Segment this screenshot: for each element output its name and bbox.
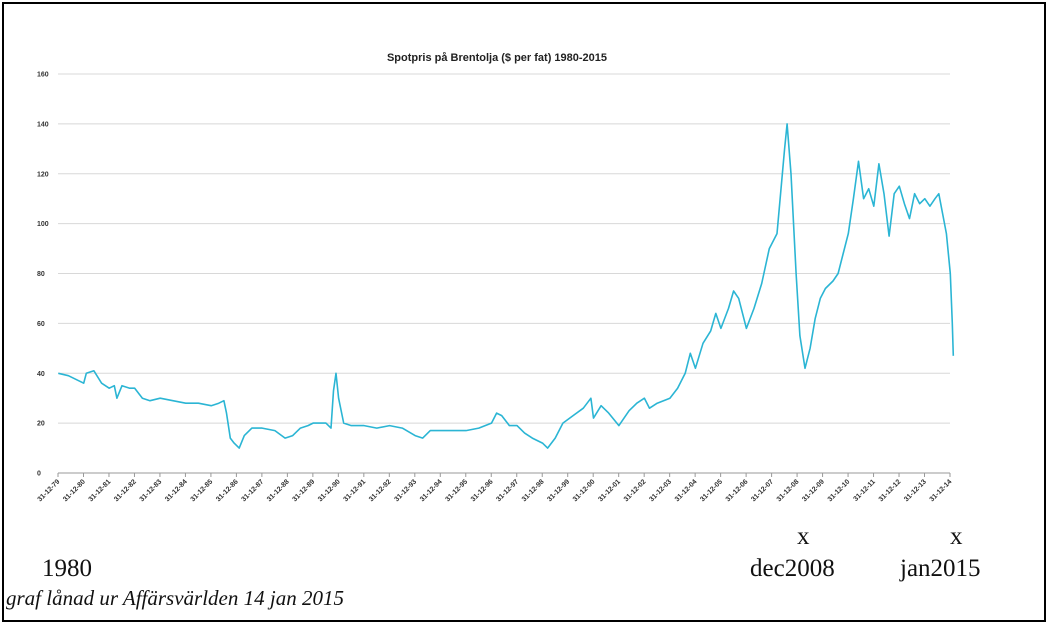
x-tick-label: 31-12-95 — [444, 478, 469, 503]
marker-1: x — [797, 523, 810, 550]
series-line-brent — [58, 123, 955, 449]
y-tick-label: 140 — [37, 121, 49, 128]
x-tick-label: 31-12-07 — [750, 478, 775, 503]
x-tick-label: 31-12-92 — [368, 478, 393, 503]
y-tick-label: 0 — [37, 471, 41, 478]
x-tick-label: 31-12-86 — [215, 478, 240, 503]
x-tick-label: 31-12-04 — [674, 478, 699, 503]
x-tick-label: 31-12-01 — [597, 478, 622, 503]
x-tick-label: 31-12-89 — [292, 478, 317, 503]
x-tick-label: 31-12-02 — [623, 478, 648, 503]
chart-title: Spotpris på Brentolja ($ per fat) 1980-2… — [387, 52, 607, 64]
x-tick-label: 31-12-03 — [648, 478, 673, 503]
x-tick-label: 31-12-06 — [725, 478, 750, 503]
x-tick-label: 31-12-14 — [929, 478, 954, 503]
x-tick-label: 31-12-79 — [37, 478, 62, 503]
marker-2-label: jan2015 — [900, 555, 981, 582]
x-tick-label: 31-12-00 — [572, 478, 597, 503]
grid-layer — [58, 73, 950, 474]
x-tick-label: 31-12-13 — [903, 478, 928, 503]
axis-layer — [57, 473, 951, 477]
x-tick-label: 31-12-87 — [241, 478, 266, 503]
x-tick-label: 31-12-97 — [495, 478, 520, 503]
x-tick-label: 31-12-81 — [88, 478, 113, 503]
x-tick-label: 31-12-83 — [139, 478, 164, 503]
marker-1-label: dec2008 — [750, 555, 835, 582]
x-tick-label: 31-12-94 — [419, 478, 444, 503]
y-tick-label: 20 — [37, 421, 45, 428]
marker-2: x — [950, 523, 963, 550]
x-tick-label: 31-12-93 — [393, 478, 418, 503]
y-tick-label: 100 — [37, 221, 49, 228]
start-year-label: 1980 — [42, 555, 92, 582]
x-tick-label: 31-12-82 — [113, 478, 138, 503]
x-tick-label: 31-12-88 — [266, 478, 291, 503]
x-tick-label: 31-12-05 — [699, 478, 724, 503]
x-tick-label: 31-12-80 — [62, 478, 87, 503]
x-tick-label: 31-12-09 — [801, 478, 826, 503]
y-tick-label: 120 — [37, 171, 49, 178]
x-tick-label: 31-12-90 — [317, 478, 342, 503]
x-tick-label: 31-12-96 — [470, 478, 495, 503]
y-tick-label: 80 — [37, 271, 45, 278]
y-tick-label: 160 — [37, 72, 49, 79]
x-tick-label: 31-12-11 — [852, 478, 877, 503]
x-tick-label: 31-12-85 — [190, 478, 215, 503]
x-tick-label: 31-12-98 — [521, 478, 546, 503]
y-tick-label: 60 — [37, 321, 45, 328]
source-credit: graf lånad ur Affärsvärlden 14 jan 2015 — [6, 586, 344, 610]
x-tick-label: 31-12-84 — [164, 478, 189, 503]
y-tick-label: 40 — [37, 371, 45, 378]
x-tick-label: 31-12-08 — [776, 478, 801, 503]
x-tick-label: 31-12-91 — [342, 478, 367, 503]
x-tick-label: 31-12-10 — [827, 478, 852, 503]
x-tick-label: 31-12-99 — [546, 478, 571, 503]
x-tick-label: 31-12-12 — [878, 478, 903, 503]
line-layer — [58, 123, 955, 449]
